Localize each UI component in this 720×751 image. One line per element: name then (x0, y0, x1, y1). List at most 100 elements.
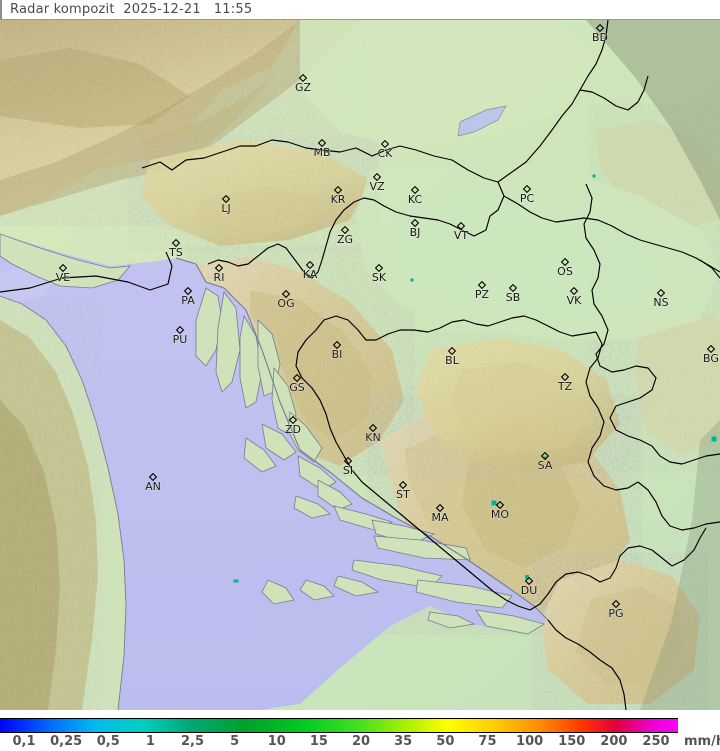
country-borders (0, 20, 720, 710)
city-marker-zd[interactable]: ZD (285, 415, 301, 436)
city-diamond-icon (298, 73, 308, 83)
city-marker-sk[interactable]: SK (372, 263, 387, 284)
italian-coast (0, 233, 131, 710)
city-marker-mo[interactable]: MO (491, 500, 510, 521)
croatian-coastline (175, 257, 549, 621)
terrain-hungary-lowland (300, 20, 600, 148)
terrain-east-hills (596, 120, 720, 456)
lake-balaton (457, 105, 507, 137)
city-marker-ck[interactable]: CK (377, 139, 394, 160)
city-diamond-icon (58, 263, 68, 273)
legend-tick: 50 (436, 734, 455, 749)
city-diamond-icon (560, 257, 570, 267)
city-marker-gs[interactable]: GS (289, 373, 305, 394)
city-marker-og[interactable]: OG (277, 289, 295, 310)
city-marker-mb[interactable]: MB (313, 138, 331, 159)
city-marker-ve[interactable]: VE (55, 263, 71, 284)
city-label: SA (538, 459, 553, 472)
city-marker-an[interactable]: AN (145, 472, 161, 493)
city-label: VK (567, 294, 583, 307)
city-label: OS (557, 265, 573, 278)
city-label: PU (173, 333, 188, 346)
radar-coverage-boundary (586, 20, 720, 710)
legend-tick: 250 (642, 734, 670, 749)
city-marker-kc[interactable]: KC (408, 185, 423, 206)
legend-tick: 100 (516, 734, 544, 749)
city-label: TZ (557, 380, 573, 393)
city-diamond-icon (221, 194, 231, 204)
city-marker-os[interactable]: OS (557, 257, 573, 278)
city-label: KC (408, 193, 423, 206)
city-diamond-icon (171, 238, 181, 248)
city-diamond-icon (410, 185, 420, 195)
city-label: AN (145, 480, 161, 493)
legend-tick: 10 (267, 734, 286, 749)
city-label: MA (431, 511, 448, 524)
city-marker-kr[interactable]: KR (330, 185, 346, 206)
city-diamond-icon (305, 260, 315, 270)
city-marker-st[interactable]: ST (396, 480, 410, 501)
city-label: MO (491, 508, 509, 521)
city-label: SB (506, 291, 521, 304)
city-diamond-icon (288, 415, 298, 425)
city-marker-bd[interactable]: BD (592, 23, 608, 44)
radar-echo (543, 456, 547, 460)
city-diamond-icon (374, 263, 384, 273)
radar-echo (491, 500, 497, 506)
city-marker-ka[interactable]: KA (302, 260, 318, 281)
city-label: BL (445, 354, 460, 367)
city-marker-pg[interactable]: PG (608, 599, 624, 620)
city-diamond-icon (410, 218, 420, 228)
city-marker-kn[interactable]: KN (365, 423, 381, 444)
city-label: BD (592, 31, 608, 44)
city-marker-tz[interactable]: TZ (557, 372, 573, 393)
city-marker-vz[interactable]: VZ (369, 172, 385, 193)
city-label: PA (181, 294, 195, 307)
city-marker-bi[interactable]: BI (331, 340, 343, 361)
city-label: GZ (295, 81, 312, 94)
city-diamond-icon (456, 221, 466, 231)
city-marker-gz[interactable]: GZ (295, 73, 312, 94)
radar-map[interactable]: BD GZ MB CK VZ LJ KR KC PC ZG BJ VT TS RI KA SK OS VE PA OG… (0, 20, 720, 710)
city-label: SI (343, 464, 353, 477)
city-diamond-icon (569, 286, 579, 296)
legend-tick: 150 (558, 734, 586, 749)
city-marker-ns[interactable]: NS (653, 288, 669, 309)
city-marker-bj[interactable]: BJ (409, 218, 421, 239)
city-diamond-icon (340, 225, 350, 235)
city-marker-lj[interactable]: LJ (221, 194, 231, 215)
city-marker-pu[interactable]: PU (172, 325, 188, 346)
legend-tick: 75 (478, 734, 497, 749)
city-label: DU (521, 584, 538, 597)
legend-tick: 2,5 (181, 734, 205, 749)
city-diamond-icon (214, 263, 224, 273)
city-marker-vt[interactable]: VT (454, 221, 469, 242)
city-marker-vk[interactable]: VK (566, 286, 583, 307)
city-label: LJ (221, 202, 230, 215)
city-label: TS (168, 246, 183, 259)
city-marker-sa[interactable]: SA (537, 451, 553, 472)
city-marker-sb[interactable]: SB (505, 283, 521, 304)
legend-tick: 20 (352, 734, 371, 749)
legend: 0,1 0,25 0,5 1 2,5 5 10 15 20 35 50 75 100 150 200 250 m… (0, 710, 720, 751)
city-marker-ri[interactable]: RI (213, 263, 225, 284)
city-marker-ma[interactable]: MA (431, 503, 449, 524)
city-marker-bg[interactable]: BG (703, 344, 719, 365)
city-marker-pa[interactable]: PA (181, 286, 196, 307)
city-label: OG (277, 297, 294, 310)
city-marker-zg[interactable]: ZG (337, 225, 353, 246)
city-marker-pz[interactable]: PZ (475, 280, 490, 301)
city-diamond-icon (435, 503, 445, 513)
city-marker-ts[interactable]: TS (168, 238, 183, 259)
city-marker-si[interactable]: SI (343, 456, 353, 477)
city-diamond-icon (522, 184, 532, 194)
radar-echo (233, 579, 239, 583)
city-label: BG (703, 352, 719, 365)
legend-tick: 5 (230, 734, 240, 749)
city-diamond-icon (656, 288, 666, 298)
city-marker-du[interactable]: DU (520, 576, 538, 597)
city-diamond-icon (524, 576, 534, 586)
city-marker-pc[interactable]: PC (519, 184, 535, 205)
city-marker-bl[interactable]: BL (445, 346, 460, 367)
city-label: KA (303, 268, 318, 281)
